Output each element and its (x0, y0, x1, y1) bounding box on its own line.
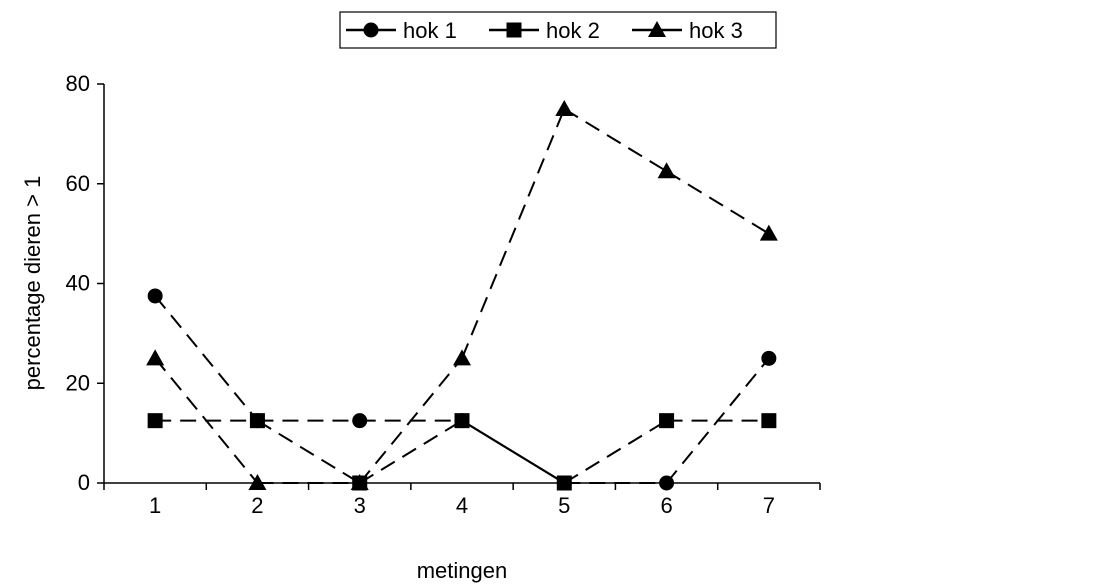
legend-marker (363, 22, 379, 38)
y-tick-label: 60 (66, 171, 90, 196)
legend-label: hok 1 (403, 18, 457, 43)
series-line-hok-3 (461, 108, 566, 359)
series-line-hok-2 (461, 419, 565, 484)
series-line-hok-2 (359, 419, 463, 484)
data-point-hok-3 (759, 224, 778, 241)
series-line-hok-3 (358, 357, 463, 484)
x-axis-title: metingen (417, 558, 508, 583)
data-point-hok-1 (352, 413, 368, 429)
x-tick-label: 1 (149, 493, 161, 518)
data-point-hok-2 (659, 413, 675, 429)
data-point-hok-2 (147, 413, 163, 429)
x-tick-label: 3 (354, 493, 366, 518)
data-point-hok-3 (453, 349, 471, 366)
data-point-hok-2 (761, 413, 777, 429)
y-tick-label: 0 (78, 470, 90, 495)
data-point-hok-2 (454, 413, 470, 429)
y-tick-label: 40 (66, 271, 90, 296)
legend-marker (506, 22, 522, 38)
legend-label: hok 3 (689, 18, 743, 43)
data-point-hok-2 (556, 475, 572, 491)
data-point-hok-3 (146, 349, 165, 366)
series-lines (154, 108, 770, 484)
legend: hok 1 hok 2 hok 3 (339, 11, 777, 49)
data-point-hok-1 (761, 350, 777, 366)
y-tick-label: 20 (66, 370, 90, 395)
x-tick-label: 2 (251, 493, 263, 518)
x-tick-label: 5 (558, 493, 570, 518)
series-markers (146, 99, 778, 491)
y-tick-label: 80 (66, 71, 90, 96)
series-line-hok-3 (563, 108, 668, 173)
axes: 0 20 40 60 80 1 2 3 4 5 6 7 (66, 71, 821, 518)
series-line-hok-2 (563, 419, 668, 484)
data-point-hok-2 (249, 413, 265, 429)
series-line-hok-2 (256, 419, 361, 484)
data-point-hok-1 (147, 288, 163, 304)
legend-marker (648, 21, 666, 37)
legend-box (339, 11, 777, 49)
x-tick-label: 7 (763, 493, 775, 518)
data-point-hok-3 (350, 474, 369, 490)
series-line-hok-3 (666, 170, 770, 235)
y-axis-title: percentage dieren > 1 (20, 176, 45, 391)
data-point-hok-1 (659, 475, 675, 491)
series-line-hok-1 (154, 295, 259, 422)
data-point-hok-3 (657, 162, 676, 179)
series-line-hok-3 (154, 357, 259, 484)
x-tick-label: 6 (660, 493, 672, 518)
data-point-hok-3 (248, 474, 267, 490)
legend-label: hok 2 (546, 18, 600, 43)
x-tick-label: 4 (456, 493, 468, 518)
data-point-hok-3 (555, 99, 574, 116)
